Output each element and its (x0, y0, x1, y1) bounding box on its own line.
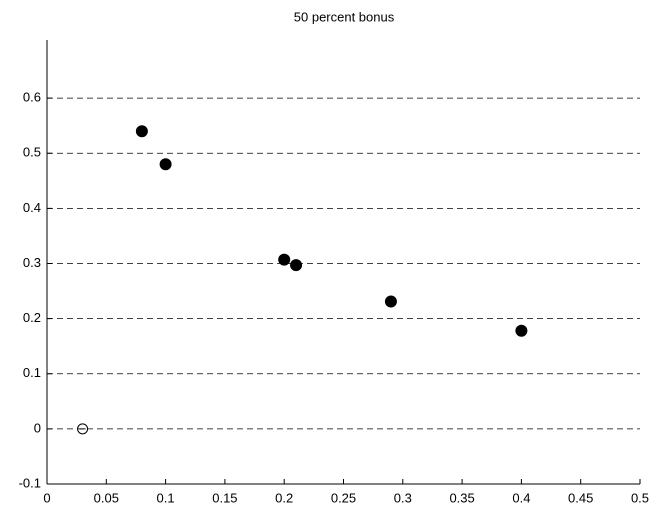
x-tick-label: 0.2 (275, 490, 293, 505)
point (384, 295, 397, 308)
point (290, 259, 303, 272)
x-tick-label: 0.4 (512, 490, 530, 505)
x-tick-label: 0.5 (631, 490, 649, 505)
x-tick-label: 0.3 (394, 490, 412, 505)
point (135, 125, 148, 138)
x-tick-label: 0.15 (212, 490, 237, 505)
x-tick-label: 0.45 (568, 490, 593, 505)
x-tick-label: 0 (43, 490, 50, 505)
point (278, 253, 291, 266)
y-tick-label: -0.1 (19, 475, 41, 490)
x-tick-label: 0.35 (449, 490, 474, 505)
x-tick-label: 0.1 (157, 490, 175, 505)
x-tick-label: 0.05 (94, 490, 119, 505)
point (159, 158, 172, 171)
point (77, 423, 89, 435)
y-tick-label: 0.5 (23, 145, 41, 160)
y-tick-label: 0.6 (23, 90, 41, 105)
y-tick-label: 0.3 (23, 255, 41, 270)
y-tick-label: 0.2 (23, 310, 41, 325)
y-tick-label: 0 (34, 420, 41, 435)
chart-title: 50 percent bonus (294, 9, 395, 24)
point (515, 324, 528, 337)
y-tick-label: 0.4 (23, 200, 41, 215)
y-tick-label: 0.1 (23, 365, 41, 380)
x-tick-label: 0.25 (331, 490, 356, 505)
